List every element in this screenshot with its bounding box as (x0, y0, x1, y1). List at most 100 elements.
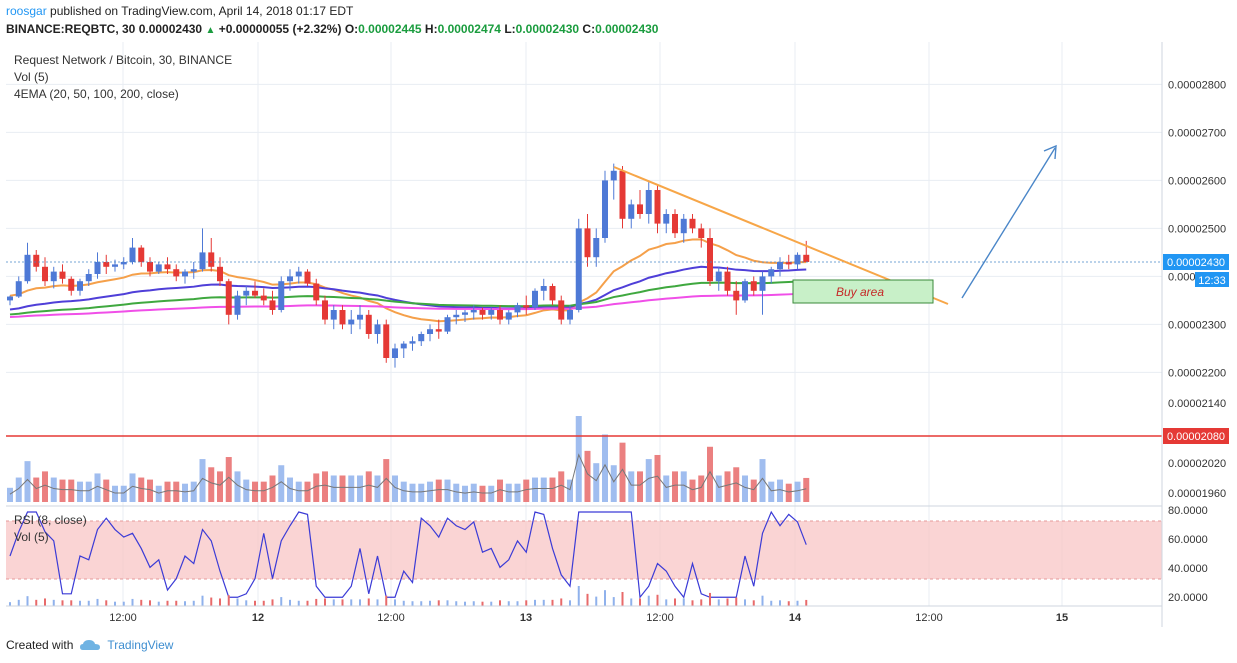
candle-body (532, 290, 538, 308)
candle-body (7, 296, 13, 301)
candle-body (505, 312, 512, 320)
candle-body (724, 271, 731, 291)
candle-body (182, 271, 188, 277)
volume-bar (785, 483, 792, 502)
rsi-pane-volume-bar (779, 600, 781, 606)
rsi-pane-volume-bar (280, 597, 283, 606)
rsi-pane-volume-bar (52, 599, 55, 606)
rsi-pane-volume-bar (534, 599, 536, 606)
volume-bar (645, 459, 652, 502)
rsi-pane-volume-bar (367, 598, 370, 606)
buy-area-box[interactable]: Buy area (792, 279, 934, 304)
volume-bar (750, 479, 757, 502)
candle-body (234, 295, 241, 315)
candle-body (164, 264, 171, 270)
volume-bar (24, 461, 31, 502)
countdown-badge-text: 12:33 (1198, 275, 1226, 287)
rsi-pane-volume-bar (472, 601, 475, 606)
last-price-badge: 0.00002430 (1163, 254, 1229, 270)
tradingview-brand[interactable]: TradingView (107, 638, 174, 652)
rsi-pane-volume-bar (586, 593, 589, 606)
legend-rsi-vol[interactable]: Vol (5) (14, 530, 49, 544)
volume-bar (689, 479, 696, 502)
rsi-pane-volume-bar (184, 601, 186, 606)
legend-rsi[interactable]: RSI (8, close) (14, 513, 87, 527)
candle-body (689, 218, 696, 229)
candle-body (112, 264, 118, 267)
rsi-pane-volume-bar (770, 600, 773, 606)
price-axis[interactable]: 0.00002800 0.00002700 0.00002600 0.00002500… (1168, 79, 1226, 604)
candle-body (715, 271, 722, 282)
rsi-pane-volume-bar (175, 600, 178, 606)
rsi-pane-volume-bar (105, 600, 108, 606)
volume-bar (269, 475, 276, 502)
candle-body (383, 324, 390, 358)
rsi-pane-volume-bar (796, 600, 799, 606)
candle-body (392, 348, 398, 358)
close-label: C: (582, 22, 596, 36)
candle-body (42, 266, 48, 282)
volume-bar (470, 483, 477, 502)
price-tick-label: 0.00002600 (1168, 175, 1226, 187)
legend-main[interactable]: Request Network / Bitcoin, 30, BINANCE (14, 53, 232, 67)
candle-body (85, 274, 92, 282)
rsi-pane-volume-bar (17, 599, 20, 606)
rsi-pane-volume-bar (621, 592, 624, 606)
volume-bar (77, 481, 83, 502)
rsi-pane-volume-bar (569, 600, 571, 606)
rsi-pane-volume-bar (411, 601, 414, 606)
candle-body (707, 238, 713, 282)
candle-body (260, 295, 267, 301)
candle-body (287, 276, 293, 282)
arrow-head-icon (1043, 144, 1057, 160)
time-tick-label: 13 (520, 612, 532, 624)
rsi-tick-label: 60.0000 (1168, 534, 1208, 546)
volume-bar (435, 479, 442, 502)
volume-bar (777, 479, 783, 502)
volume-bar (680, 471, 687, 502)
price-tick-label: 0.00002300 (1168, 319, 1226, 331)
volume-bar (427, 481, 433, 502)
legend-vol[interactable]: Vol (5) (14, 70, 49, 84)
rsi-pane-volume-bar (717, 599, 720, 606)
rsi-pane-volume-bar (525, 600, 528, 606)
chart-canvas[interactable]: Buy area 0.000028000.000027000.000026000… (0, 42, 1237, 627)
rsi-pane-volume-bar (394, 599, 396, 606)
publisher-user[interactable]: roosgar (6, 4, 47, 18)
volume-bar (208, 467, 215, 502)
volume-bar (383, 459, 390, 502)
rsi-pane-volume-bar (490, 601, 493, 606)
candle-body (619, 170, 626, 219)
volume-bar (313, 473, 320, 502)
candle-body (637, 204, 643, 214)
last-price: 0.00002430 (138, 22, 203, 36)
ohlc-line: BINANCE:REQBTC, 30 0.00002430 ▲ +0.00000… (6, 22, 658, 36)
candle-body (768, 269, 775, 277)
candle-body (155, 264, 162, 272)
candle-body (313, 283, 320, 301)
volume-bar (68, 479, 75, 502)
volume-bar (330, 475, 337, 502)
volume-bar (619, 442, 626, 502)
volume-bar (173, 481, 180, 502)
rsi-pane-volume-bar (551, 599, 554, 606)
candle-body (497, 310, 503, 320)
time-axis[interactable]: 12:00 12 12:00 13 12:00 14 12:00 15 (109, 612, 1068, 624)
volume-bar (103, 479, 110, 502)
candle-body (435, 329, 442, 332)
volume-bar (357, 475, 363, 502)
candle-body (602, 180, 608, 238)
candle-body (785, 262, 792, 265)
time-tick-label: 12:00 (915, 612, 943, 624)
rsi-pane-volume-bar (122, 601, 125, 606)
volume-bar (400, 481, 407, 502)
ema-200-line (9, 292, 807, 318)
rsi-pane-volume-bar (437, 600, 440, 606)
rsi-line (9, 510, 807, 599)
legend-ema[interactable]: 4EMA (20, 50, 100, 200, close) (14, 87, 179, 101)
volume-bar (794, 481, 801, 502)
time-tick-label: 15 (1056, 612, 1068, 624)
projection-arrow[interactable] (961, 144, 1057, 299)
rsi-pane-volume-bar (805, 599, 808, 606)
candle-body (59, 271, 66, 279)
